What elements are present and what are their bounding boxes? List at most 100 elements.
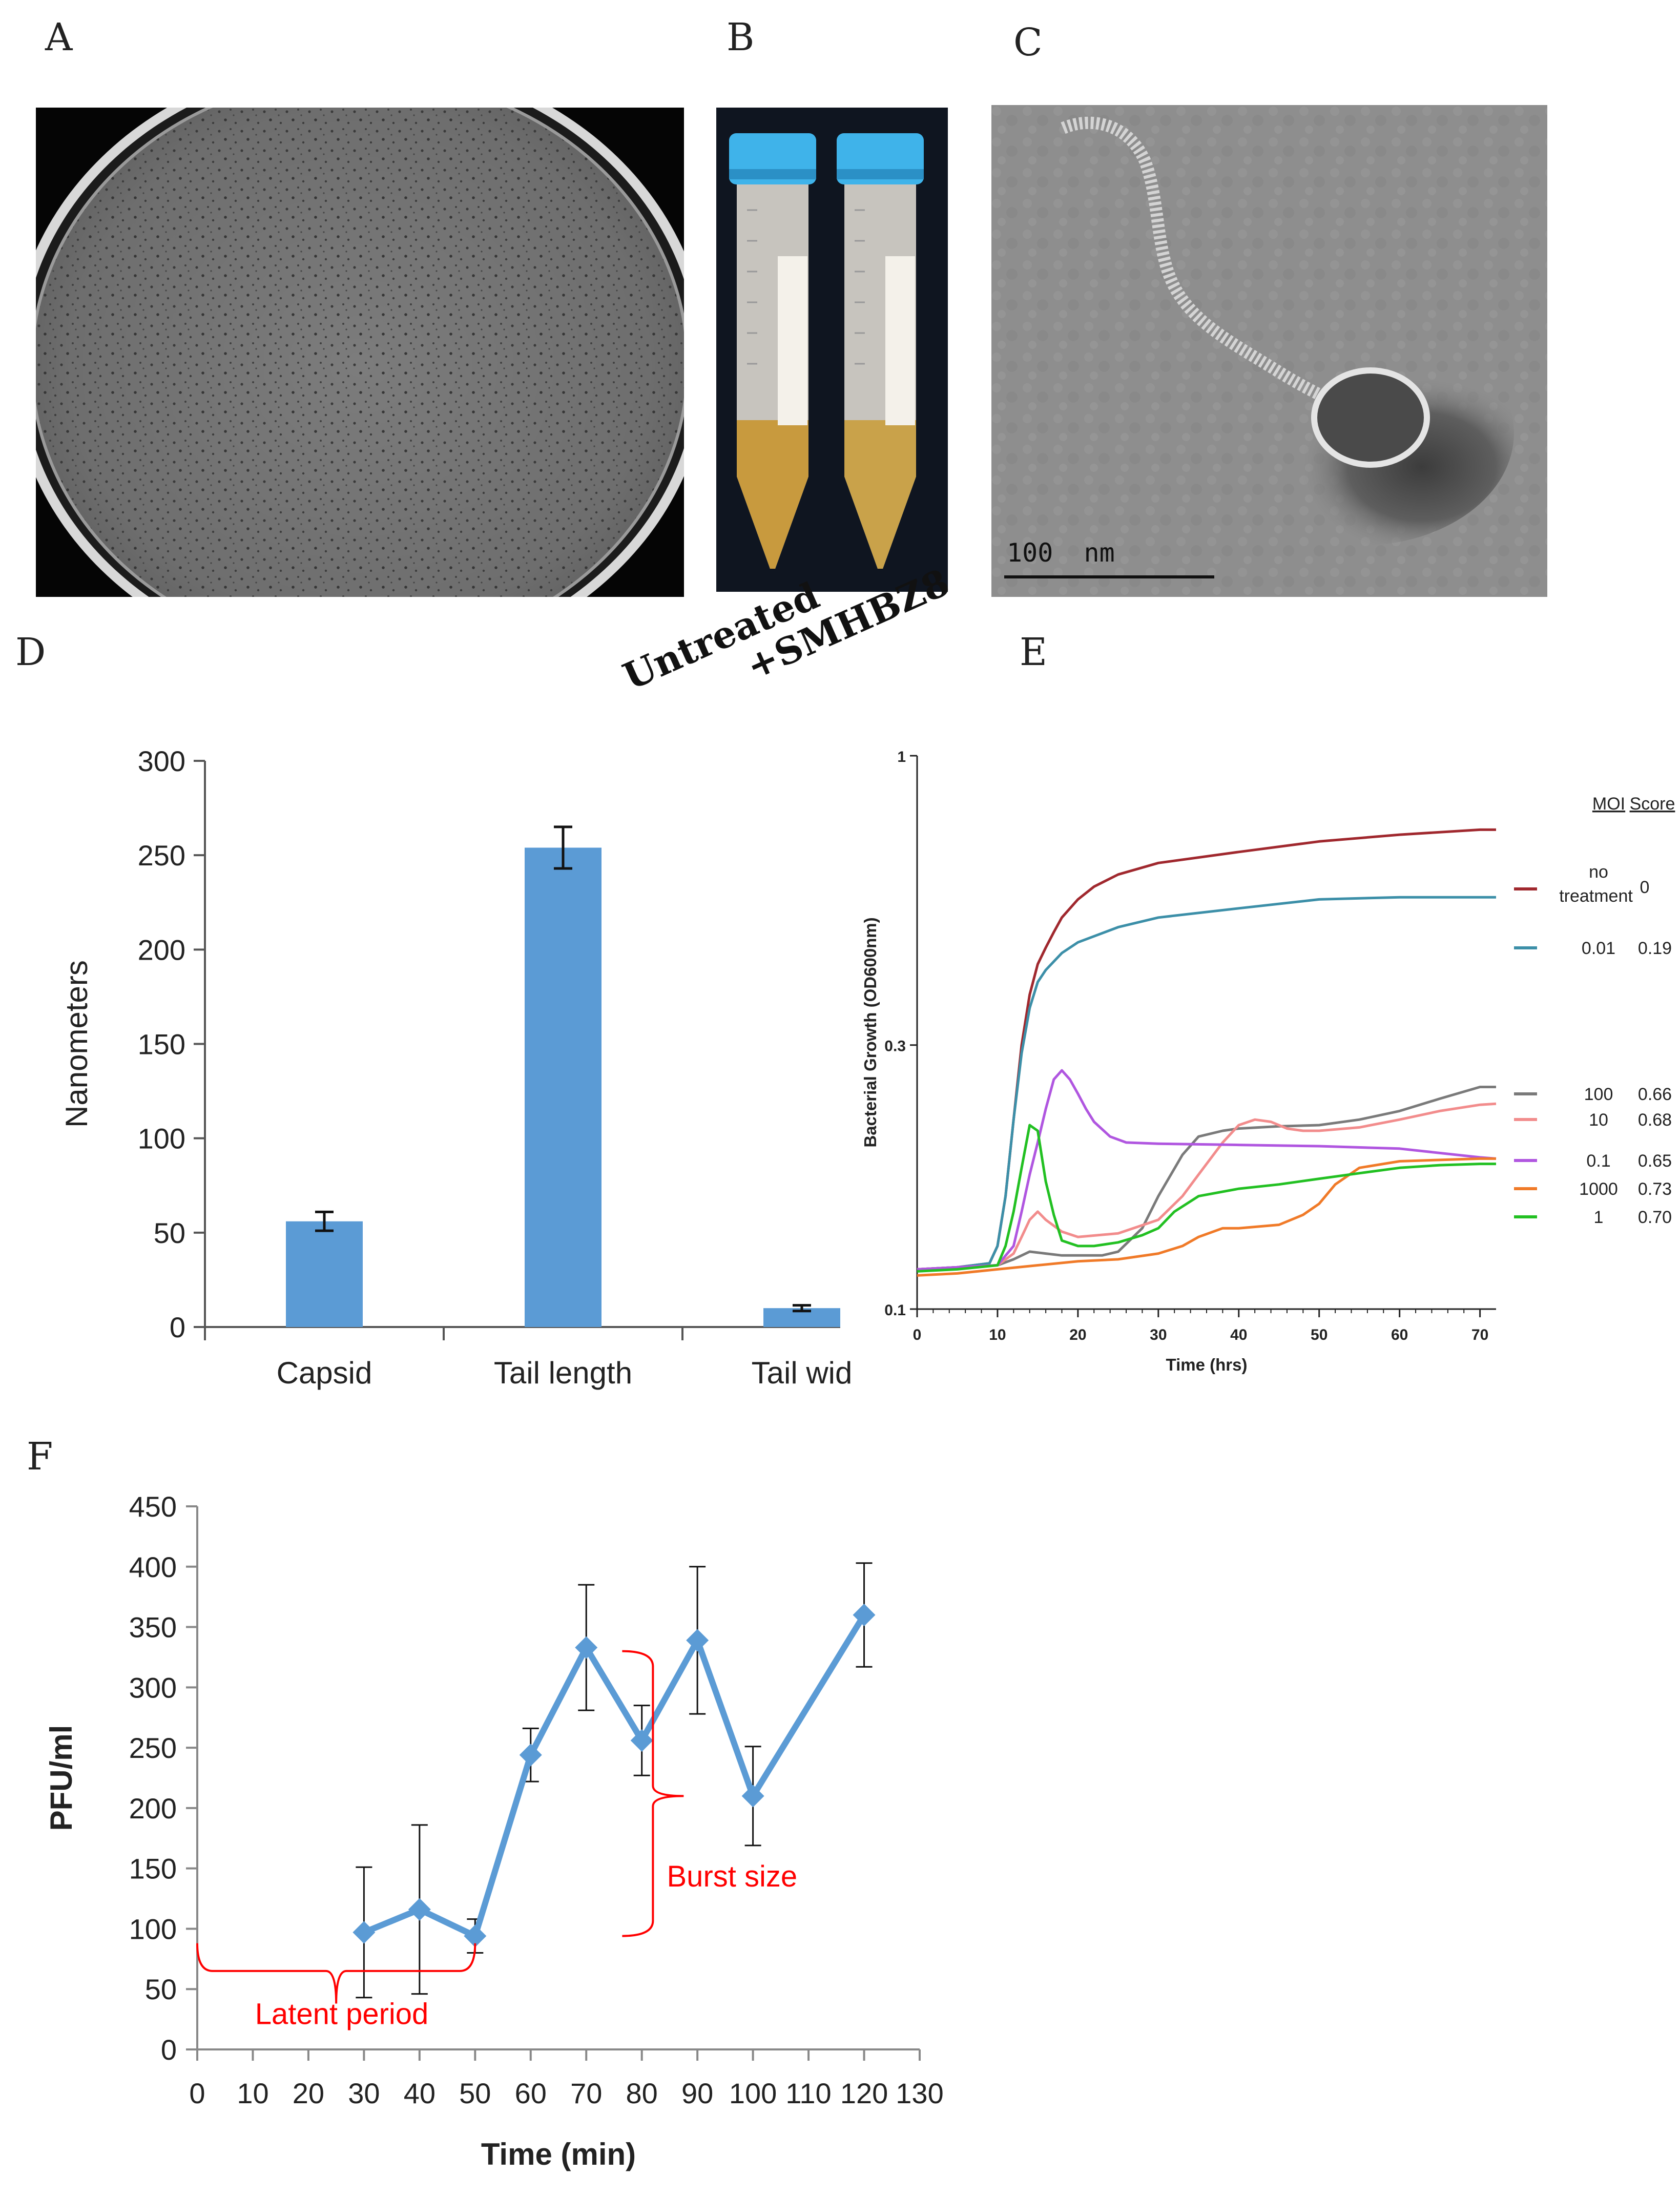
legend-label-e: 1 bbox=[1594, 1208, 1604, 1227]
y-tick-label-d: 50 bbox=[154, 1217, 185, 1249]
x-axis-label-f: Time (min) bbox=[481, 2137, 636, 2171]
y-tick-label-d: 200 bbox=[138, 934, 185, 966]
y-tick-label-f: 250 bbox=[129, 1732, 177, 1764]
panel-letter-e: E bbox=[1020, 630, 1048, 674]
panel-letter-a: A bbox=[45, 15, 73, 59]
legend-score-e: 0 bbox=[1640, 878, 1650, 897]
x-tick-label-f: 100 bbox=[729, 2077, 777, 2109]
legend-score-e: 0.73 bbox=[1638, 1179, 1672, 1199]
x-tick-label-e: 60 bbox=[1391, 1327, 1408, 1343]
legend-score-e: 0.70 bbox=[1638, 1208, 1672, 1227]
legend-label-e: treatment bbox=[1559, 886, 1633, 906]
x-tick-label-e: 10 bbox=[989, 1327, 1006, 1343]
y-tick-label-f: 0 bbox=[161, 2034, 177, 2066]
y-tick-label-f: 400 bbox=[129, 1551, 177, 1583]
x-tick-label-f: 30 bbox=[348, 2077, 380, 2109]
x-tick-label-f: 120 bbox=[840, 2077, 888, 2109]
series-line-e-2 bbox=[917, 1086, 1496, 1271]
y-tick-label-f: 350 bbox=[129, 1611, 177, 1644]
legend-label-e: 10 bbox=[1589, 1110, 1608, 1130]
x-tick-label-f: 110 bbox=[785, 2077, 831, 2109]
y-tick-label-e: 1 bbox=[897, 749, 906, 765]
y-tick-label-d: 300 bbox=[138, 745, 185, 777]
panel-letter-b: B bbox=[727, 15, 755, 59]
latent-period-brace bbox=[196, 1943, 476, 2004]
x-tick-label-f: 90 bbox=[681, 2077, 713, 2109]
petri-dish-photo bbox=[36, 108, 684, 597]
x-axis-label-e: Time (hrs) bbox=[1166, 1355, 1248, 1374]
series-line-e-4 bbox=[917, 1069, 1497, 1271]
series-line-e-1 bbox=[917, 896, 1496, 1271]
data-point-f-4 bbox=[575, 1636, 598, 1659]
panel-letter-c: C bbox=[1013, 20, 1043, 65]
legend-label-e: 1000 bbox=[1579, 1179, 1618, 1199]
legend-header-moi: MOI bbox=[1592, 794, 1625, 814]
x-tick-label-f: 70 bbox=[570, 2077, 602, 2109]
x-tick-label-f: 20 bbox=[293, 2077, 324, 2109]
data-point-f-0 bbox=[352, 1921, 376, 1944]
y-tick-label-d: 150 bbox=[138, 1028, 185, 1061]
y-tick-label-e: 0.1 bbox=[884, 1302, 906, 1319]
data-point-f-7 bbox=[741, 1785, 764, 1808]
chart-f: 0 50 100 150 200 250 300 350 400 450 0 10 20 30 40 50 60… bbox=[44, 1490, 944, 2171]
phage-capsid bbox=[1311, 367, 1430, 468]
x-tick-label-f: 80 bbox=[626, 2077, 658, 2109]
tube-smhbz8 bbox=[837, 133, 924, 569]
panel-letter-f: F bbox=[27, 1435, 53, 1479]
y-tick-label-f: 450 bbox=[129, 1490, 177, 1523]
burst-size-brace bbox=[622, 1650, 684, 1937]
data-point-f-2 bbox=[464, 1924, 487, 1947]
y-tick-label-f: 150 bbox=[129, 1853, 177, 1885]
x-tick-label-e: 30 bbox=[1150, 1327, 1167, 1343]
y-tick-label-d: 0 bbox=[170, 1311, 185, 1343]
chart-d: 0 50 100 150 200 250 300 Capsid Tail length Tail … bbox=[59, 745, 852, 1390]
y-tick-label-f: 300 bbox=[129, 1671, 177, 1704]
scale-bar bbox=[1004, 575, 1214, 578]
legend-score-e: 0.65 bbox=[1638, 1151, 1672, 1171]
x-tick-label-e: 50 bbox=[1311, 1327, 1328, 1343]
x-tick-label-f: 50 bbox=[459, 2077, 491, 2109]
tube-untreated bbox=[729, 133, 816, 569]
legend-score-e: 0.19 bbox=[1638, 939, 1672, 958]
scale-bar-label: 100 nm bbox=[1007, 538, 1115, 568]
x-tick-label-f: 0 bbox=[189, 2077, 205, 2109]
data-point-f-5 bbox=[630, 1729, 653, 1752]
data-point-f-6 bbox=[686, 1629, 709, 1652]
y-axis-label-e: Bacterial Growth (OD600nm) bbox=[861, 917, 880, 1147]
y-tick-label-d: 100 bbox=[138, 1123, 185, 1155]
y-tick-label-f: 200 bbox=[129, 1792, 177, 1825]
y-axis-label-f: PFU/ml bbox=[44, 1725, 78, 1831]
category-label-d: Capsid bbox=[277, 1356, 372, 1390]
x-tick-label-e: 20 bbox=[1069, 1327, 1086, 1343]
x-tick-label-e: 70 bbox=[1471, 1327, 1488, 1343]
electron-micrograph: 100 nm bbox=[991, 105, 1547, 597]
legend-score-e: 0.68 bbox=[1638, 1110, 1672, 1130]
legend-score-e: 0.66 bbox=[1638, 1085, 1672, 1104]
panel-letter-d: D bbox=[15, 630, 46, 674]
phage-tail bbox=[1061, 116, 1333, 405]
legend-header-score: Score bbox=[1630, 794, 1675, 814]
legend-label-e: 100 bbox=[1584, 1085, 1613, 1104]
y-axis-label-d: Nanometers bbox=[59, 960, 94, 1128]
x-tick-label-f: 60 bbox=[515, 2077, 547, 2109]
series-line-e-6 bbox=[917, 1124, 1496, 1273]
y-tick-label-e: 0.3 bbox=[884, 1038, 906, 1055]
bar-0 bbox=[286, 1221, 363, 1327]
x-tick-label-e: 40 bbox=[1230, 1327, 1247, 1343]
legend-label-e: 0.01 bbox=[1582, 939, 1615, 958]
y-tick-label-f: 100 bbox=[129, 1913, 177, 1945]
y-tick-label-f: 50 bbox=[145, 1973, 177, 2005]
x-tick-label-e: 0 bbox=[913, 1327, 922, 1343]
category-label-d: Tail wid bbox=[752, 1356, 853, 1390]
bar-1 bbox=[525, 847, 602, 1327]
x-tick-label-f: 10 bbox=[237, 2077, 268, 2109]
burst-size-label: Burst size bbox=[667, 1860, 798, 1893]
tubes-photo bbox=[716, 108, 948, 592]
series-line-e-3 bbox=[917, 1102, 1497, 1271]
data-point-f-8 bbox=[853, 1604, 876, 1626]
x-tick-label-f: 130 bbox=[896, 2077, 943, 2109]
legend-label-e: 0.1 bbox=[1586, 1151, 1610, 1171]
series-line-e-5 bbox=[917, 1157, 1496, 1277]
